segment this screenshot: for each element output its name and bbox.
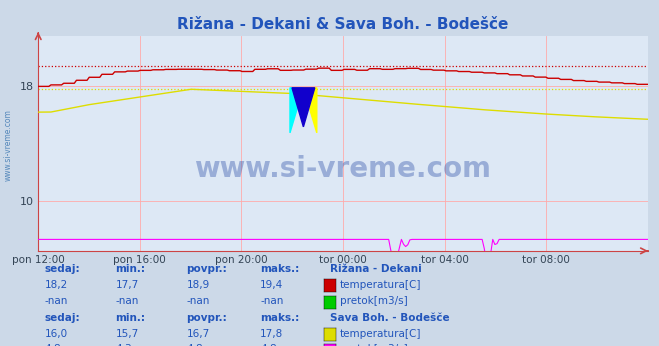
Text: 16,7: 16,7 bbox=[186, 329, 210, 339]
Text: maks.:: maks.: bbox=[260, 264, 300, 274]
Text: 16,0: 16,0 bbox=[45, 329, 68, 339]
Text: temperatura[C]: temperatura[C] bbox=[340, 329, 422, 339]
Text: pretok[m3/s]: pretok[m3/s] bbox=[340, 297, 408, 307]
Text: min.:: min.: bbox=[115, 313, 146, 323]
Polygon shape bbox=[292, 88, 315, 127]
Title: Rižana - Dekani & Sava Boh. - Bodešče: Rižana - Dekani & Sava Boh. - Bodešče bbox=[177, 17, 509, 33]
Text: povpr.:: povpr.: bbox=[186, 264, 227, 274]
Text: -nan: -nan bbox=[186, 297, 210, 307]
Text: pretok[m3/s]: pretok[m3/s] bbox=[340, 344, 408, 346]
Text: -nan: -nan bbox=[45, 297, 68, 307]
Text: maks.:: maks.: bbox=[260, 313, 300, 323]
Text: 15,7: 15,7 bbox=[115, 329, 138, 339]
Text: www.si-vreme.com: www.si-vreme.com bbox=[4, 109, 13, 181]
Text: 18,2: 18,2 bbox=[45, 280, 68, 290]
Text: temperatura[C]: temperatura[C] bbox=[340, 280, 422, 290]
Text: Sava Boh. - Bodešče: Sava Boh. - Bodešče bbox=[330, 313, 449, 323]
Polygon shape bbox=[290, 88, 303, 133]
Text: sedaj:: sedaj: bbox=[45, 264, 80, 274]
Text: Rižana - Dekani: Rižana - Dekani bbox=[330, 264, 421, 274]
Text: 19,4: 19,4 bbox=[260, 280, 283, 290]
Text: 4,8: 4,8 bbox=[45, 344, 61, 346]
Text: 4,8: 4,8 bbox=[260, 344, 277, 346]
Text: -nan: -nan bbox=[115, 297, 138, 307]
Text: 4,8: 4,8 bbox=[186, 344, 203, 346]
Text: 18,9: 18,9 bbox=[186, 280, 210, 290]
Text: 17,8: 17,8 bbox=[260, 329, 283, 339]
Polygon shape bbox=[303, 88, 317, 133]
Text: 17,7: 17,7 bbox=[115, 280, 138, 290]
Text: 4,3: 4,3 bbox=[115, 344, 132, 346]
Text: www.si-vreme.com: www.si-vreme.com bbox=[194, 155, 492, 183]
Text: min.:: min.: bbox=[115, 264, 146, 274]
Text: -nan: -nan bbox=[260, 297, 283, 307]
Text: sedaj:: sedaj: bbox=[45, 313, 80, 323]
Text: povpr.:: povpr.: bbox=[186, 313, 227, 323]
